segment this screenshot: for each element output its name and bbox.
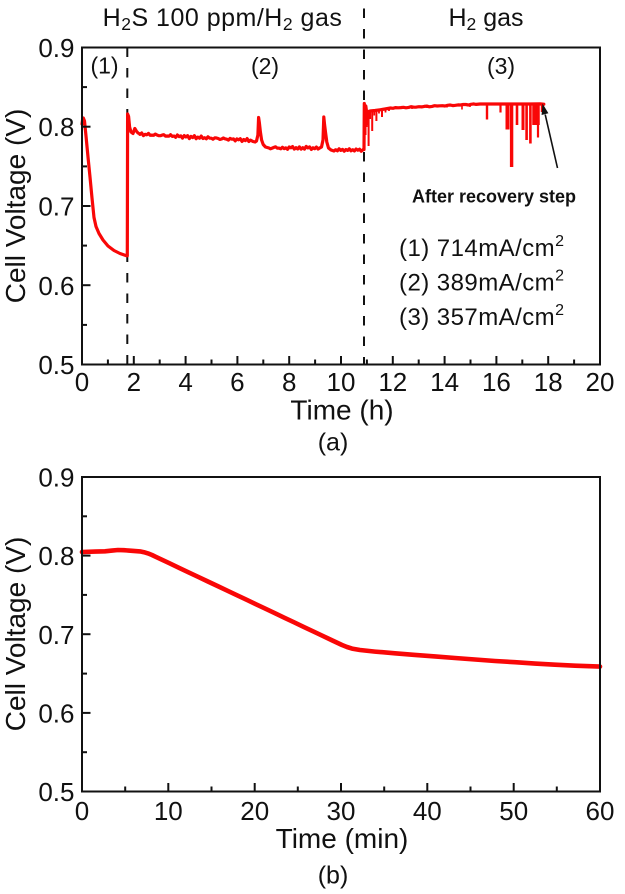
svg-text:(1) 714mA/cm2: (1) 714mA/cm2 — [399, 233, 564, 262]
svg-text:50: 50 — [499, 796, 528, 826]
svg-text:(1): (1) — [90, 53, 118, 79]
svg-text:0.8: 0.8 — [38, 112, 74, 142]
svg-text:H2S 100 ppm/H2 gas: H2S 100 ppm/H2 gas — [103, 4, 343, 34]
svg-text:18: 18 — [534, 367, 563, 397]
svg-text:10: 10 — [154, 796, 183, 826]
svg-text:Cell Voltage (V): Cell Voltage (V) — [0, 109, 31, 304]
svg-text:0.5: 0.5 — [38, 777, 74, 807]
svg-text:(2) 389mA/cm2: (2) 389mA/cm2 — [399, 268, 564, 297]
svg-text:0: 0 — [75, 796, 89, 826]
svg-text:(3) 357mA/cm2: (3) 357mA/cm2 — [399, 302, 564, 331]
svg-text:(b): (b) — [318, 862, 349, 890]
svg-text:12: 12 — [378, 367, 407, 397]
svg-text:0.7: 0.7 — [38, 192, 74, 222]
svg-text:8: 8 — [282, 367, 296, 397]
svg-text:16: 16 — [482, 367, 511, 397]
svg-text:0.8: 0.8 — [38, 541, 74, 571]
svg-text:6: 6 — [230, 367, 244, 397]
svg-text:(3): (3) — [487, 53, 515, 79]
svg-text:10: 10 — [327, 367, 356, 397]
svg-text:Time (min): Time (min) — [276, 823, 409, 854]
svg-text:After recovery step: After recovery step — [412, 187, 576, 207]
svg-text:0.6: 0.6 — [38, 698, 74, 728]
svg-text:60: 60 — [586, 796, 615, 826]
svg-text:14: 14 — [430, 367, 459, 397]
svg-text:20: 20 — [240, 796, 269, 826]
svg-text:0.9: 0.9 — [38, 33, 74, 63]
svg-text:0.9: 0.9 — [38, 463, 74, 493]
svg-text:0.7: 0.7 — [38, 620, 74, 650]
svg-text:Cell Voltage (V): Cell Voltage (V) — [0, 537, 31, 732]
svg-text:(2): (2) — [251, 53, 279, 79]
svg-text:0.5: 0.5 — [38, 350, 74, 380]
svg-text:0: 0 — [75, 367, 89, 397]
svg-text:(a): (a) — [318, 429, 349, 457]
svg-text:30: 30 — [327, 796, 356, 826]
svg-text:H2 gas: H2 gas — [448, 4, 523, 34]
svg-text:2: 2 — [127, 367, 141, 397]
svg-text:Time (h): Time (h) — [290, 395, 393, 426]
svg-text:0.6: 0.6 — [38, 271, 74, 301]
svg-text:40: 40 — [413, 796, 442, 826]
svg-text:4: 4 — [178, 367, 192, 397]
svg-text:20: 20 — [586, 367, 615, 397]
